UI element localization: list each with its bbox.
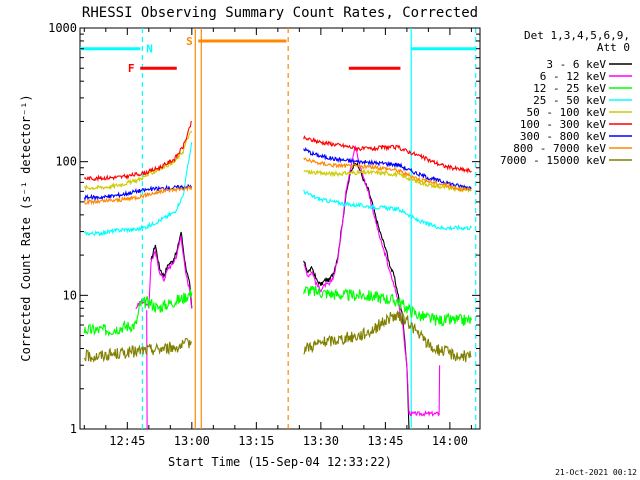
legend-label: 100 - 300 keV	[520, 118, 606, 131]
series-line-4	[303, 168, 472, 194]
y-tick-label: 100	[55, 155, 77, 169]
legend-label: 12 - 25 keV	[533, 82, 606, 95]
series-line-7	[303, 157, 472, 192]
x-tick-label: 13:30	[303, 434, 339, 448]
legend-label: 50 - 100 keV	[527, 106, 607, 119]
series-line-8	[303, 310, 472, 363]
series-line-0	[150, 231, 193, 309]
annotation-n: N	[146, 43, 153, 56]
annotation-s: S	[186, 35, 193, 48]
y-tick-label: 10	[63, 288, 77, 302]
y-axis-label: Corrected Count Rate (s⁻¹ detector⁻¹)	[19, 94, 33, 361]
series-line-2	[83, 288, 193, 338]
legend-label: 300 - 800 keV	[520, 130, 606, 143]
series-line-1	[303, 145, 440, 417]
series-line-6	[303, 146, 472, 191]
legend-label: 3 - 6 keV	[546, 58, 606, 71]
y-tick-label: 1	[70, 422, 77, 436]
series-line-3	[83, 141, 193, 237]
legend-label: 7000 - 15000 keV	[500, 154, 606, 167]
chart-title: RHESSI Observing Summary Count Rates, Co…	[82, 5, 478, 21]
legend-header-line2: Att 0	[597, 41, 630, 54]
series-line-3	[303, 189, 472, 231]
legend-label: 6 - 12 keV	[540, 70, 607, 83]
x-tick-label: 12:45	[109, 434, 145, 448]
footer-timestamp: 21-Oct-2021 00:12	[555, 468, 637, 477]
plot-frame	[79, 27, 481, 430]
legend-label: 25 - 50 keV	[533, 94, 606, 107]
series-line-4	[84, 130, 193, 192]
series-line-8	[83, 337, 193, 364]
legend-header-line1: Det 1,3,4,5,6,9,	[524, 29, 630, 42]
annotation-f: F	[128, 62, 135, 75]
series-line-7	[83, 185, 193, 206]
x-axis-label: Start Time (15-Sep-04 12:33:22)	[168, 455, 392, 469]
legend-label: 800 - 7000 keV	[513, 142, 606, 155]
x-tick-label: 13:00	[174, 434, 210, 448]
series-line-5	[83, 120, 193, 183]
x-tick-label: 13:15	[238, 434, 274, 448]
series-line-1	[438, 365, 441, 416]
series-line-2	[303, 285, 472, 327]
x-tick-label: 13:45	[367, 434, 403, 448]
x-tick-label: 14:00	[432, 434, 468, 448]
y-tick-label: 1000	[48, 21, 77, 35]
series-line-5	[303, 135, 472, 174]
series-line-0	[303, 161, 410, 429]
